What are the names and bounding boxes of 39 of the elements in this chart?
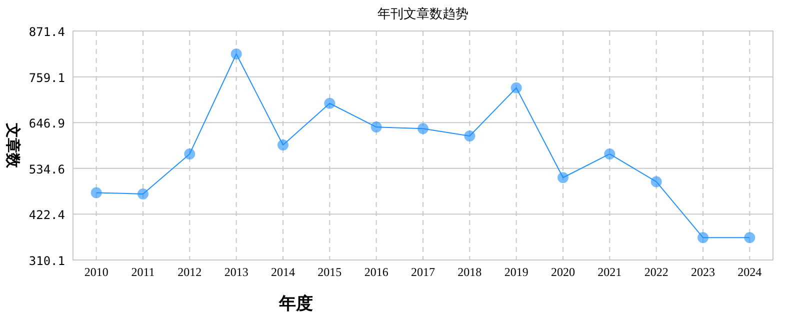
point <box>510 82 522 94</box>
x-tick-label: 2014 <box>271 265 295 279</box>
x-tick-label: 2019 <box>504 265 528 279</box>
x-tick-label: 2012 <box>178 265 202 279</box>
point <box>324 98 336 109</box>
x-tick-label: 2024 <box>738 265 762 279</box>
x-tick-label: 2017 <box>411 265 435 279</box>
x-tick-label: 2013 <box>224 265 248 279</box>
point <box>744 232 756 244</box>
x-tick-label: 2015 <box>318 265 342 279</box>
x-tick-label: 2016 <box>364 265 388 279</box>
point <box>604 148 616 160</box>
y-tick-label: 310.1 <box>28 254 65 268</box>
chart-title: 年刊文章数趋势 <box>378 6 468 21</box>
x-tick-label: 2023 <box>691 265 715 279</box>
point <box>278 139 288 150</box>
point <box>698 232 708 244</box>
y-tick-label: 422.4 <box>28 208 65 222</box>
x-tick-label: 2018 <box>458 265 482 279</box>
x-tick-label: 2010 <box>84 265 108 279</box>
point <box>90 187 102 198</box>
point <box>370 122 382 133</box>
x-tick-label: 2011 <box>131 265 155 279</box>
y-tick-label: 646.9 <box>28 116 65 131</box>
point <box>184 148 196 160</box>
point <box>230 48 242 60</box>
x-tick-label: 2021 <box>598 265 622 279</box>
y-axis-title: 文章数 <box>4 122 22 169</box>
point <box>464 130 476 142</box>
point <box>558 172 568 184</box>
x-tick-label: 2020 <box>551 265 575 279</box>
y-tick-label: 871.4 <box>28 25 65 39</box>
point <box>138 188 148 200</box>
x-axis-title: 年度 <box>278 294 313 313</box>
y-tick-label: 759.1 <box>28 70 65 85</box>
point <box>418 123 428 134</box>
y-tick-label: 534.6 <box>28 162 65 176</box>
x-tick-label: 2022 <box>644 265 668 279</box>
point <box>650 176 662 188</box>
